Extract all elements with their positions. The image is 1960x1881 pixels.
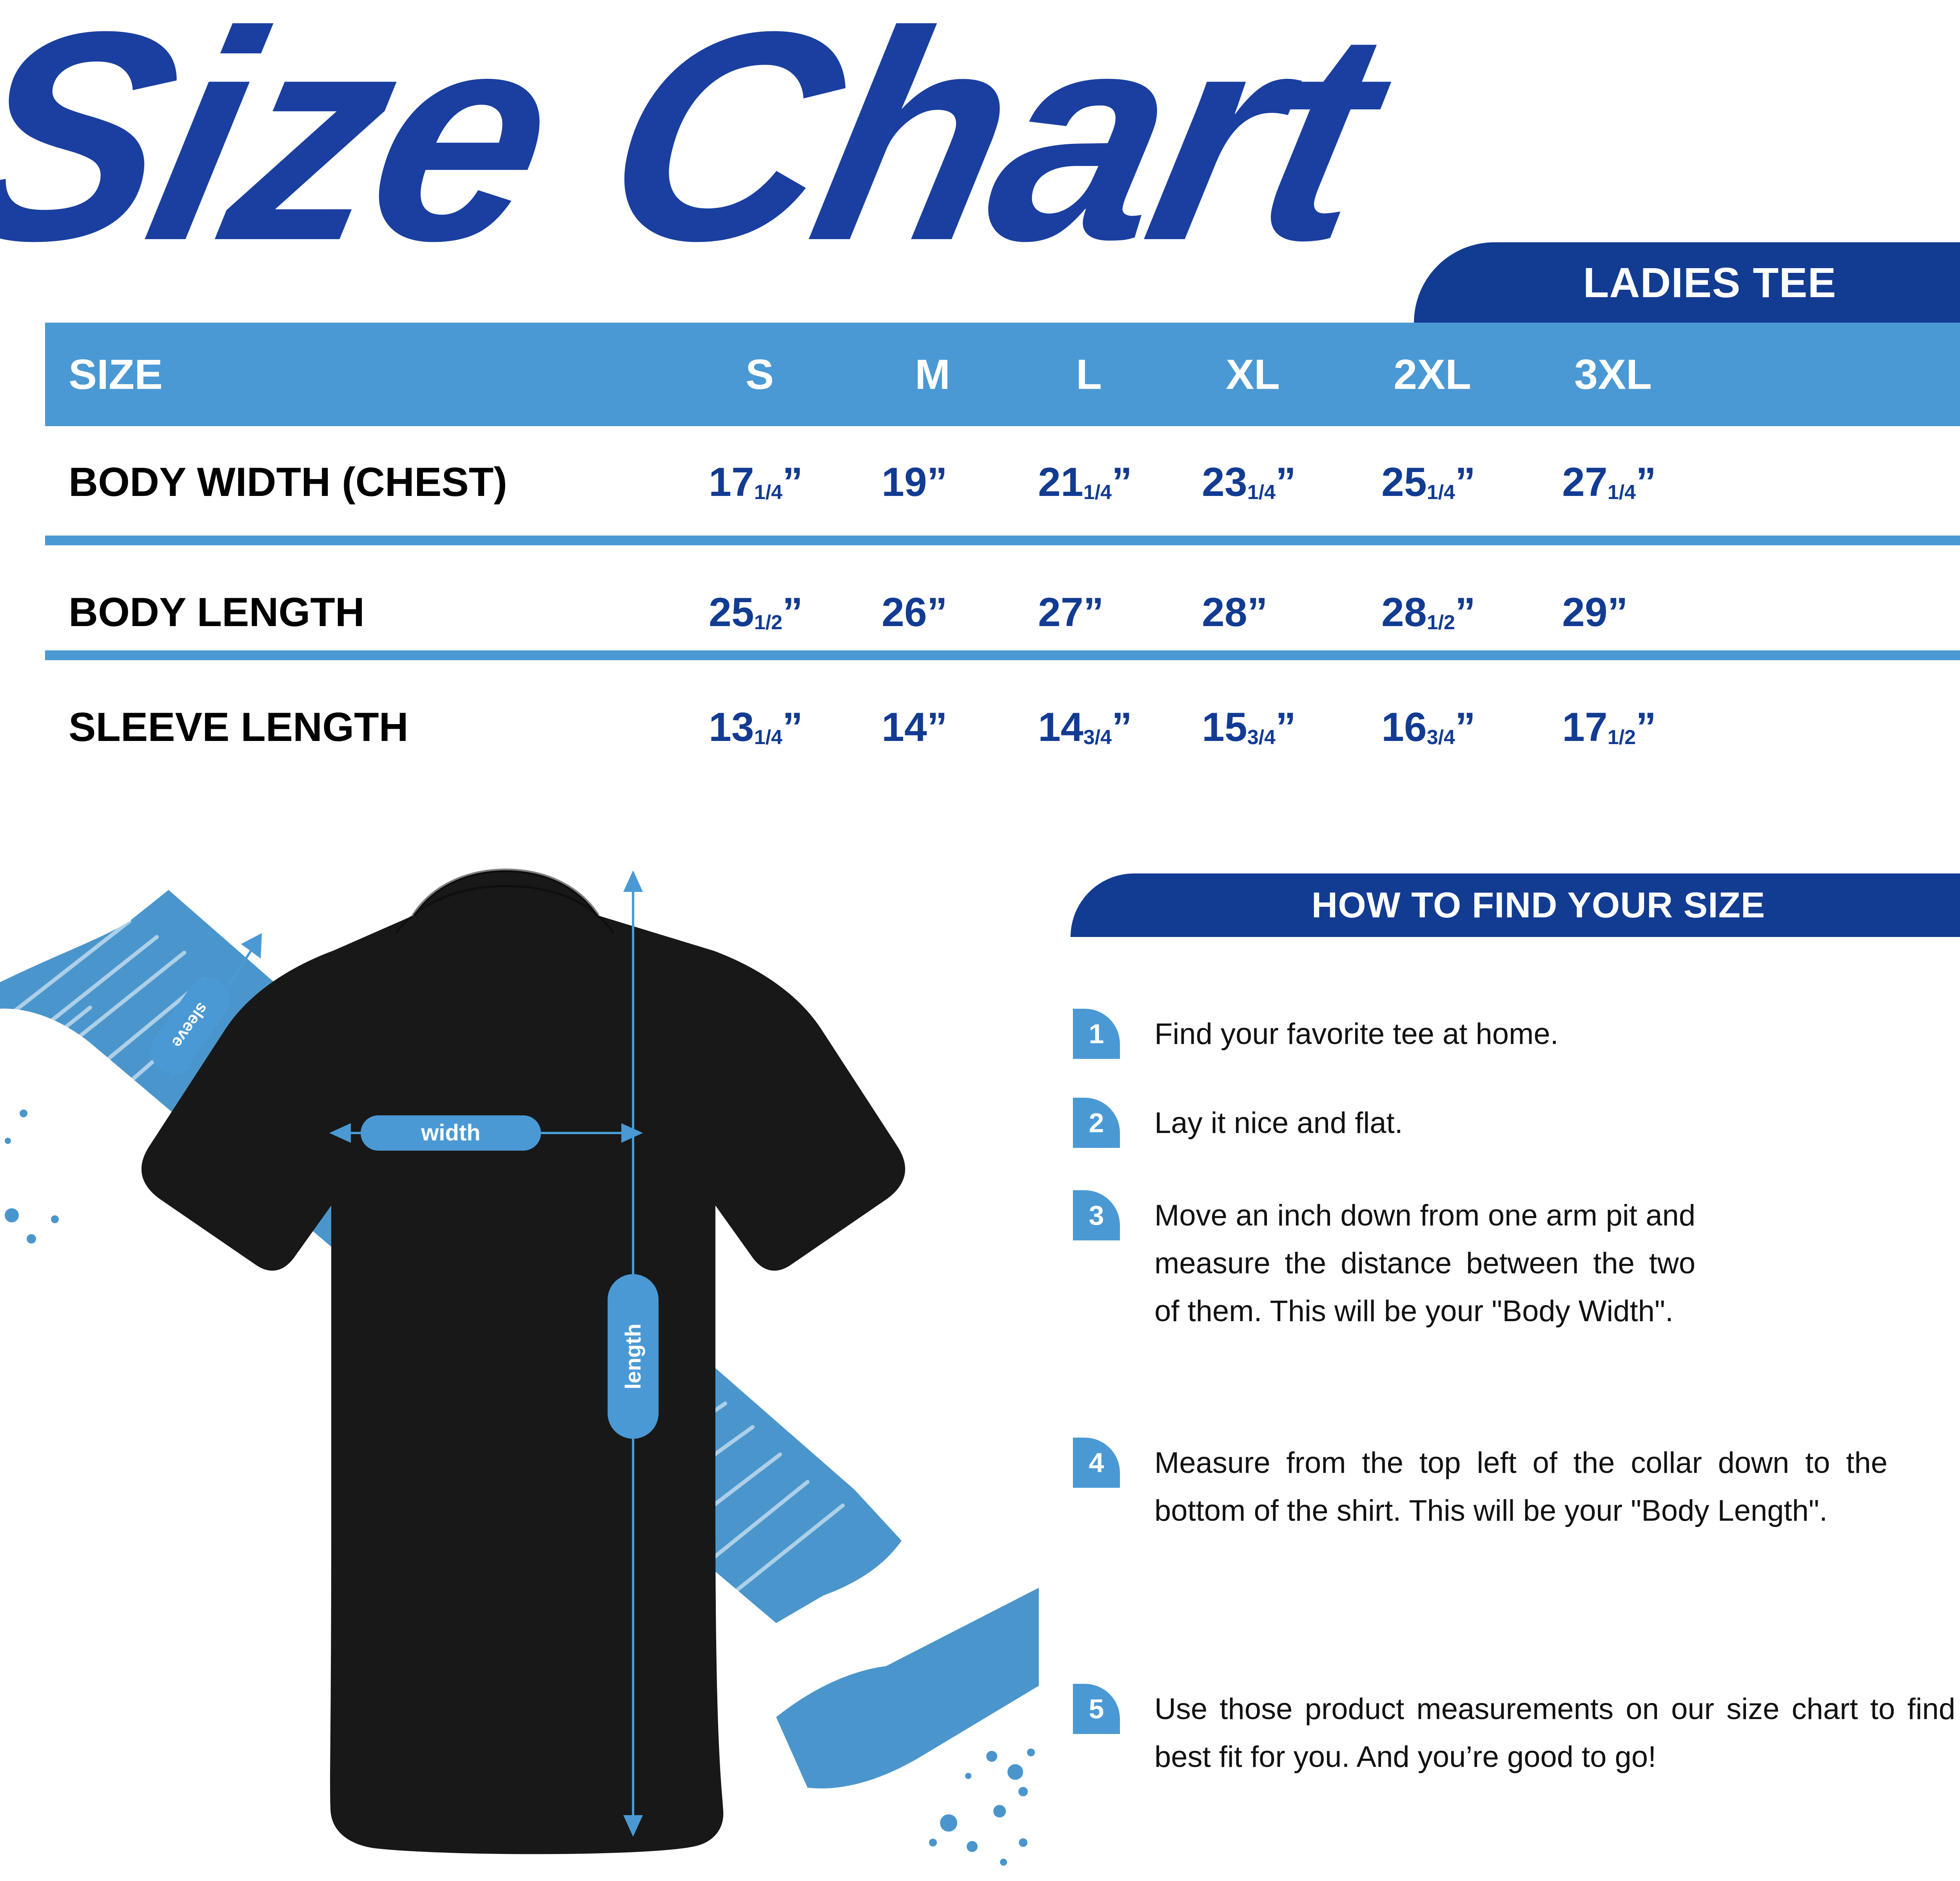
svg-text:Size Chart: Size Chart — [0, 0, 1417, 302]
